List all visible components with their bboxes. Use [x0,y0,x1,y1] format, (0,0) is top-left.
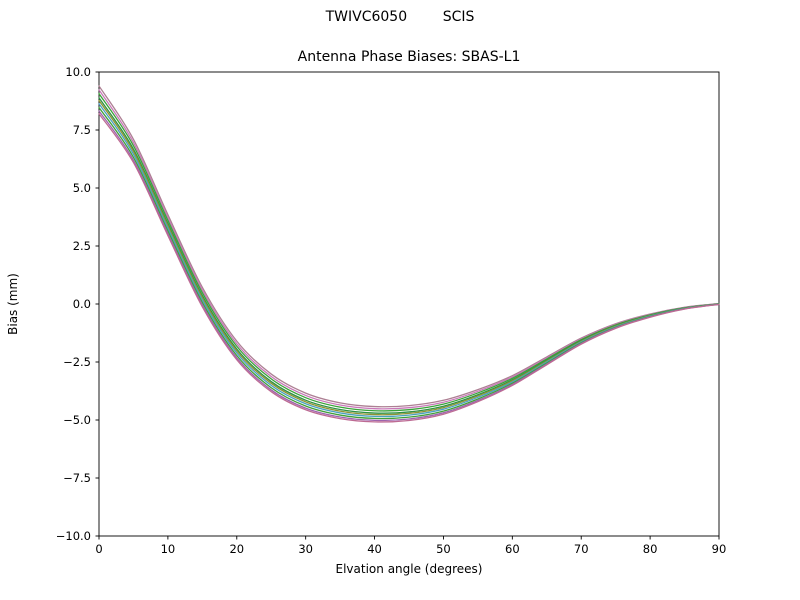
y-tick-label: 10.0 [65,65,91,79]
y-tick-label: −10.0 [56,529,91,543]
curve-mauve [98,85,720,408]
y-tick-label: 5.0 [73,181,91,195]
x-tick-label: 70 [574,542,589,556]
x-tick-label: 0 [95,542,102,556]
x-tick-label: 60 [505,542,520,556]
figure-title: TWIVC6050 SCIS [325,9,475,25]
x-axis-label: Elvation angle (degrees) [335,562,483,576]
x-tick-label: 30 [298,542,313,556]
x-tick-label: 10 [161,542,176,556]
curve-green-c [98,106,720,420]
y-tick-label: −7.5 [63,471,91,485]
y-tick-label: 2.5 [73,239,91,253]
y-tick-label: −2.5 [63,355,91,369]
axes-frame [98,71,720,537]
x-tick-label: 80 [643,542,658,556]
y-tick-label: 7.5 [73,123,91,137]
x-tick-label: 40 [367,542,382,556]
x-tick-label: 90 [712,542,727,556]
curve-rose [98,113,720,423]
x-tick-label: 20 [229,542,244,556]
y-tick-label: −5.0 [63,413,91,427]
y-tick-label: 0.0 [73,297,91,311]
curve-green-a [98,92,720,412]
curve-olive [98,99,720,416]
axes-title: Antenna Phase Biases: SBAS-L1 [297,49,521,65]
curve-orchid [98,89,720,410]
curve-green-b [98,97,720,414]
x-tick-label: 50 [436,542,451,556]
curve-teal [98,103,720,418]
